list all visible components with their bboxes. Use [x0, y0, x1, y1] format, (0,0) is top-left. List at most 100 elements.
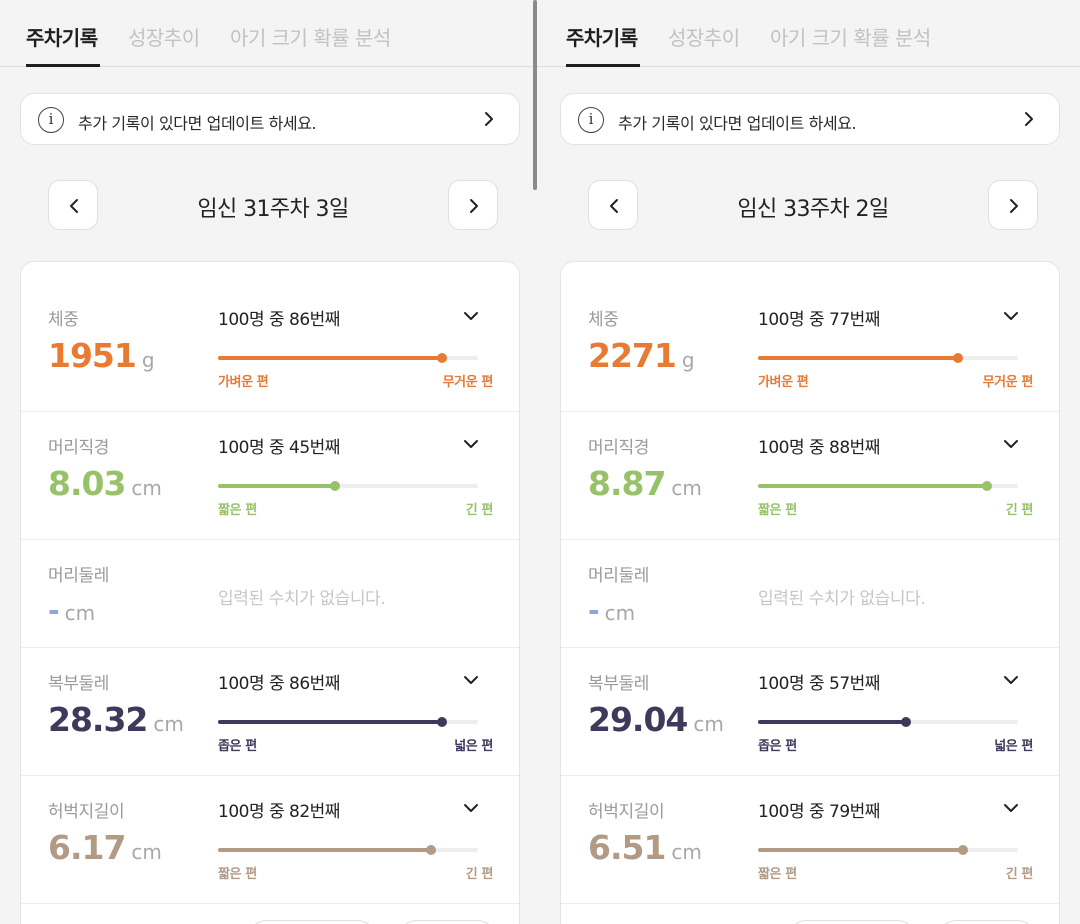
chevron-right-icon	[1025, 112, 1033, 126]
value-unit: cm	[131, 840, 162, 864]
percentile-fill	[218, 848, 432, 852]
scale-low-label: 좁은 편	[758, 739, 797, 754]
metric-label: 체중	[588, 310, 619, 330]
metric-head-circumference[interactable]: 머리둘레 - cm 입력된 수치가 없습니다.	[21, 540, 519, 648]
info-icon: i	[578, 107, 604, 133]
scale-low-label: 가벼운 편	[218, 375, 269, 390]
rank-text: 100명 중 86번째	[218, 310, 340, 330]
percentile-track	[758, 845, 1018, 855]
value-unit: cm	[64, 601, 96, 625]
rank-text: 100명 중 77번째	[758, 310, 880, 330]
next-week-button[interactable]	[988, 180, 1038, 230]
scale-high-label: 긴 편	[1005, 503, 1034, 518]
chevron-left-icon	[70, 199, 78, 213]
value-number: 6.17	[48, 828, 126, 867]
value-number: 8.87	[588, 464, 666, 503]
update-notice-banner[interactable]: i 추가 기록이 있다면 업데이트 하세요.	[560, 93, 1060, 145]
value-unit: g	[141, 348, 155, 372]
tab-growth-trend[interactable]: 성장추이	[128, 26, 200, 50]
metric-weight[interactable]: 체중 1951 g 100명 중 86번째 가벼운 편 무거운 편	[21, 262, 519, 412]
card-action-button[interactable]	[397, 920, 497, 924]
card-action-button[interactable]	[247, 920, 377, 924]
measurement-card: 체중 2271 g 100명 중 77번째 가벼운 편 무거운 편 머리직경 8.…	[560, 261, 1060, 924]
scrollbar[interactable]	[533, 0, 537, 190]
tab-active-underline	[26, 64, 100, 67]
value-unit: cm	[671, 840, 702, 864]
scale-low-label: 짧은 편	[218, 867, 257, 882]
percentile-fill	[758, 356, 959, 360]
card-action-button[interactable]	[937, 920, 1037, 924]
percentile-track	[218, 845, 478, 855]
update-notice-banner[interactable]: i 추가 기록이 있다면 업데이트 하세요.	[20, 93, 520, 145]
tab-growth-trend[interactable]: 성장추이	[668, 26, 740, 50]
metric-head-diameter[interactable]: 머리직경 8.03 cm 100명 중 45번째 짧은 편 긴 편	[21, 412, 519, 540]
tab-size-probability[interactable]: 아기 크기 확률 분석	[770, 26, 931, 50]
prev-week-button[interactable]	[48, 180, 98, 230]
metric-value: 8.03 cm	[48, 464, 162, 503]
scale-high-label: 긴 편	[465, 867, 494, 882]
prev-week-button[interactable]	[588, 180, 638, 230]
card-bottom-actions	[561, 917, 1059, 924]
screen-week-31: 주차기록 성장추이 아기 크기 확률 분석 i 추가 기록이 있다면 업데이트 …	[0, 0, 540, 924]
tab-weekly-record[interactable]: 주차기록	[26, 26, 98, 50]
chevron-down-icon[interactable]	[1003, 308, 1019, 324]
metric-value: 2271 g	[588, 336, 695, 375]
metric-head-diameter[interactable]: 머리직경 8.87 cm 100명 중 88번째 짧은 편 긴 편	[561, 412, 1059, 540]
week-label: 임신 31주차 3일	[197, 197, 349, 222]
chevron-down-icon[interactable]	[1003, 800, 1019, 816]
chevron-down-icon[interactable]	[463, 308, 479, 324]
value-number: 8.03	[48, 464, 126, 503]
metric-weight[interactable]: 체중 2271 g 100명 중 77번째 가벼운 편 무거운 편	[561, 262, 1059, 412]
value-number: 1951	[48, 336, 137, 375]
scale-high-label: 넓은 편	[454, 739, 493, 754]
percentile-knob	[436, 717, 447, 727]
metric-femur-length[interactable]: 허벅지길이 6.51 cm 100명 중 79번째 짧은 편 긴 편	[561, 776, 1059, 904]
no-value-message: 입력된 수치가 없습니다.	[218, 589, 386, 609]
metric-label: 복부둘레	[588, 674, 649, 694]
rank-text: 100명 중 57번째	[758, 674, 880, 694]
next-week-button[interactable]	[448, 180, 498, 230]
value-number: -	[588, 594, 600, 627]
metric-abdominal-circumference[interactable]: 복부둘레 29.04 cm 100명 중 57번째 좁은 편 넓은 편	[561, 648, 1059, 776]
tab-bar: 주차기록 성장추이 아기 크기 확률 분석	[0, 0, 540, 67]
tab-weekly-record[interactable]: 주차기록	[566, 26, 638, 50]
metric-value: - cm	[48, 594, 95, 627]
chevron-down-icon[interactable]	[1003, 436, 1019, 452]
metric-value: 1951 g	[48, 336, 155, 375]
info-icon: i	[38, 107, 64, 133]
metric-label: 복부둘레	[48, 674, 109, 694]
scale-low-label: 좁은 편	[218, 739, 257, 754]
scale-low-label: 짧은 편	[758, 503, 797, 518]
card-action-button[interactable]	[787, 920, 917, 924]
percentile-knob	[981, 481, 992, 491]
percentile-knob	[330, 481, 340, 491]
chevron-down-icon[interactable]	[463, 436, 479, 452]
rank-text: 100명 중 86번째	[218, 674, 340, 694]
chevron-down-icon[interactable]	[463, 800, 479, 816]
scale-low-label: 짧은 편	[218, 503, 257, 518]
percentile-knob	[958, 845, 969, 855]
tab-bar: 주차기록 성장추이 아기 크기 확률 분석	[540, 0, 1080, 67]
metric-head-circumference[interactable]: 머리둘레 - cm 입력된 수치가 없습니다.	[561, 540, 1059, 648]
percentile-fill	[218, 356, 442, 360]
percentile-track	[218, 717, 478, 727]
percentile-track	[758, 353, 1018, 363]
rank-text: 100명 중 79번째	[758, 802, 880, 822]
percentile-knob	[426, 845, 437, 855]
tab-size-probability[interactable]: 아기 크기 확률 분석	[230, 26, 391, 50]
chevron-down-icon[interactable]	[1003, 672, 1019, 688]
scale-high-label: 긴 편	[1005, 867, 1034, 882]
percentile-track	[218, 353, 478, 363]
metric-abdominal-circumference[interactable]: 복부둘레 28.32 cm 100명 중 86번째 좁은 편 넓은 편	[21, 648, 519, 776]
notice-text: 추가 기록이 있다면 업데이트 하세요.	[78, 114, 317, 133]
percentile-track	[758, 481, 1018, 491]
metric-femur-length[interactable]: 허벅지길이 6.17 cm 100명 중 82번째 짧은 편 긴 편	[21, 776, 519, 904]
percentile-knob	[901, 717, 912, 727]
chevron-down-icon[interactable]	[463, 672, 479, 688]
percentile-knob	[436, 353, 447, 363]
value-unit: g	[681, 348, 695, 372]
value-number: -	[48, 594, 60, 627]
metric-label: 허벅지길이	[588, 802, 665, 822]
metric-value: 6.17 cm	[48, 828, 162, 867]
metric-label: 머리둘레	[48, 566, 109, 586]
